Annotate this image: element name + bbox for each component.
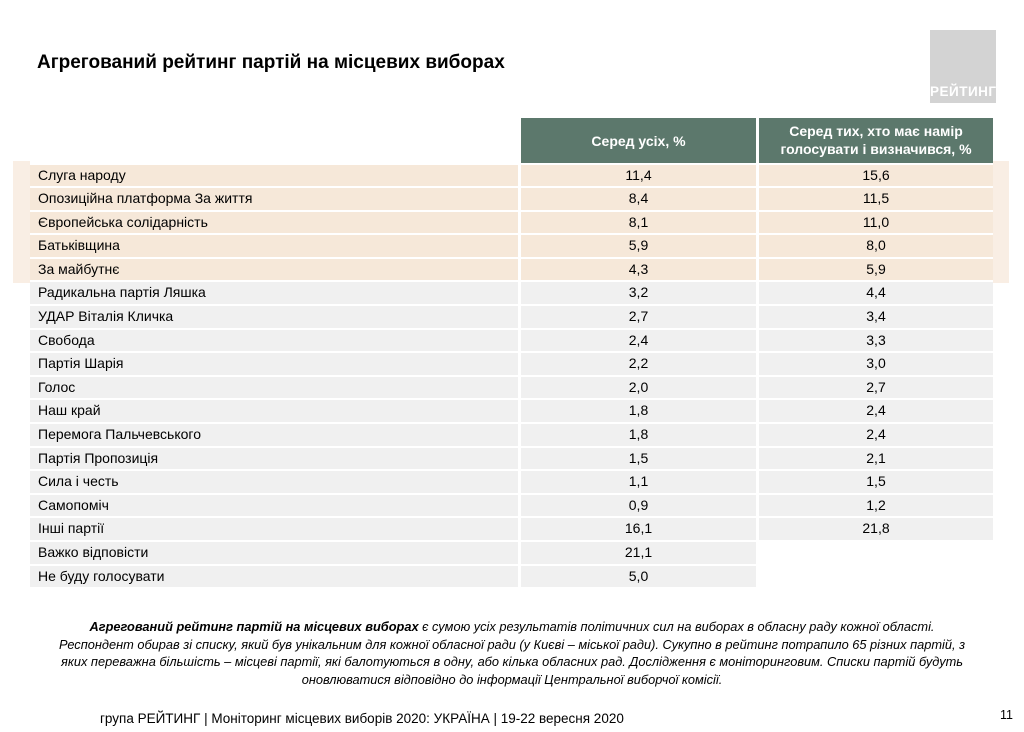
party-name-cell: Радикальна партія Ляшка bbox=[30, 282, 518, 304]
table-row: Інші партії 16,1 21,8 bbox=[30, 518, 993, 540]
table-row: Важко відповісти 21,1 bbox=[30, 542, 993, 564]
footnote-line-1: Агрегований рейтинг партій на місцевих в… bbox=[0, 618, 1024, 636]
footer-source: група РЕЙТИНГ | Моніторинг місцевих вибо… bbox=[100, 711, 624, 726]
value-among-all-cell: 2,4 bbox=[521, 329, 756, 352]
table-row: Опозиційна платформа За життя 8,4 11,5 bbox=[30, 188, 993, 210]
value-among-decided-cell: 2,4 bbox=[759, 424, 993, 446]
value-among-decided-cell: 15,6 bbox=[759, 164, 993, 186]
value-among-all-cell: 0,9 bbox=[521, 494, 756, 517]
value-among-all-cell: 1,8 bbox=[521, 400, 756, 422]
value-among-decided-cell: 3,4 bbox=[759, 306, 993, 328]
party-name-cell: Свобода bbox=[30, 329, 518, 352]
value-among-decided-cell: 2,7 bbox=[759, 376, 993, 399]
value-among-all-cell: 3,2 bbox=[521, 282, 756, 304]
ratings-table: Серед усіх, % Серед тих, хто має намір г… bbox=[30, 118, 993, 590]
value-among-decided-cell: 11,5 bbox=[759, 188, 993, 210]
party-name-cell: Сила і честь bbox=[30, 471, 518, 493]
party-name-cell: Інші партії bbox=[30, 518, 518, 540]
table-row: Самопоміч 0,9 1,2 bbox=[30, 494, 993, 517]
value-among-all-cell: 11,4 bbox=[521, 164, 756, 186]
value-among-all-cell: 4,3 bbox=[521, 258, 756, 281]
value-among-decided-cell: 8,0 bbox=[759, 235, 993, 257]
value-among-decided-cell: 4,4 bbox=[759, 282, 993, 304]
footnote-line-1-rest: є сумою усіх результатів політичних сил … bbox=[418, 619, 935, 634]
header-spacer bbox=[30, 118, 518, 163]
value-among-decided-cell: 2,4 bbox=[759, 400, 993, 422]
value-among-decided-cell: 3,3 bbox=[759, 329, 993, 352]
page-title: Агрегований рейтинг партій на місцевих в… bbox=[37, 52, 505, 73]
party-name-cell: Голос bbox=[30, 376, 518, 399]
value-among-all-cell: 1,8 bbox=[521, 424, 756, 446]
party-name-cell: Батьківщина bbox=[30, 235, 518, 257]
table-row: За майбутнє 4,3 5,9 bbox=[30, 258, 993, 281]
column-header-among-decided: Серед тих, хто має намір голосувати і ви… bbox=[759, 118, 993, 163]
table-row: Сила і честь 1,1 1,5 bbox=[30, 471, 993, 493]
table-row: Батьківщина 5,9 8,0 bbox=[30, 235, 993, 257]
party-name-cell: Перемога Пальчевського bbox=[30, 424, 518, 446]
value-among-all-cell: 2,2 bbox=[521, 353, 756, 375]
table-row: Свобода 2,4 3,3 bbox=[30, 329, 993, 352]
value-among-decided-cell bbox=[759, 566, 993, 588]
value-among-decided-cell: 11,0 bbox=[759, 211, 993, 234]
party-name-cell: Опозиційна платформа За життя bbox=[30, 188, 518, 210]
footnote-bold-lead: Агрегований рейтинг партій на місцевих в… bbox=[89, 619, 419, 634]
party-name-cell: Важко відповісти bbox=[30, 542, 518, 564]
footnote: Агрегований рейтинг партій на місцевих в… bbox=[0, 618, 1024, 688]
party-name-cell: УДАР Віталія Кличка bbox=[30, 306, 518, 328]
table-row: Радикальна партія Ляшка 3,2 4,4 bbox=[30, 282, 993, 304]
value-among-all-cell: 5,0 bbox=[521, 565, 756, 588]
value-among-all-cell: 2,0 bbox=[521, 376, 756, 399]
value-among-all-cell: 21,1 bbox=[521, 542, 756, 564]
table-row: Партія Шарія 2,2 3,0 bbox=[30, 353, 993, 375]
table-body: Слуга народу 11,4 15,6 Опозиційна платфо… bbox=[30, 164, 993, 588]
page-number: 11 bbox=[1000, 708, 1013, 722]
table-header-row: Серед усіх, % Серед тих, хто має намір г… bbox=[30, 118, 993, 163]
value-among-all-cell: 1,5 bbox=[521, 447, 756, 470]
party-name-cell: Наш край bbox=[30, 400, 518, 422]
value-among-decided-cell: 21,8 bbox=[759, 518, 993, 540]
table-row: Наш край 1,8 2,4 bbox=[30, 400, 993, 422]
value-among-all-cell: 5,9 bbox=[521, 235, 756, 257]
table-row: Європейська солідарність 8,1 11,0 bbox=[30, 211, 993, 234]
value-among-decided-cell bbox=[759, 542, 993, 564]
value-among-decided-cell: 2,1 bbox=[759, 447, 993, 470]
value-among-all-cell: 1,1 bbox=[521, 471, 756, 493]
value-among-decided-cell: 3,0 bbox=[759, 353, 993, 375]
table-row: Перемога Пальчевського 1,8 2,4 bbox=[30, 424, 993, 446]
table-row: Не буду голосувати 5,0 bbox=[30, 565, 993, 588]
value-among-decided-cell: 1,5 bbox=[759, 471, 993, 493]
party-name-cell: Самопоміч bbox=[30, 494, 518, 517]
party-name-cell: За майбутнє bbox=[30, 258, 518, 281]
value-among-all-cell: 8,4 bbox=[521, 188, 756, 210]
table-row: Партія Пропозиція 1,5 2,1 bbox=[30, 447, 993, 470]
value-among-all-cell: 2,7 bbox=[521, 306, 756, 328]
footnote-line-3: яких переважна більшість – місцеві парті… bbox=[60, 654, 964, 670]
party-name-cell: Слуга народу bbox=[30, 164, 518, 186]
footnote-line-4: оновлюватися відповідно до інформації Це… bbox=[301, 671, 723, 687]
column-header-among-all: Серед усіх, % bbox=[521, 118, 756, 163]
rating-group-logo: РЕЙТИНГ bbox=[930, 30, 996, 103]
table-row: Слуга народу 11,4 15,6 bbox=[30, 164, 993, 186]
logo-text: РЕЙТИНГ bbox=[930, 84, 997, 99]
party-name-cell: Партія Шарія bbox=[30, 353, 518, 375]
footnote-line-2: Респондент обирав зі списку, який був ун… bbox=[58, 636, 966, 652]
party-name-cell: Не буду голосувати bbox=[30, 565, 518, 588]
value-among-decided-cell: 1,2 bbox=[759, 494, 993, 517]
party-name-cell: Європейська солідарність bbox=[30, 211, 518, 234]
party-name-cell: Партія Пропозиція bbox=[30, 447, 518, 470]
value-among-decided-cell: 5,9 bbox=[759, 258, 993, 281]
value-among-all-cell: 8,1 bbox=[521, 211, 756, 234]
table-row: УДАР Віталія Кличка 2,7 3,4 bbox=[30, 306, 993, 328]
table-row: Голос 2,0 2,7 bbox=[30, 376, 993, 399]
value-among-all-cell: 16,1 bbox=[521, 518, 756, 540]
